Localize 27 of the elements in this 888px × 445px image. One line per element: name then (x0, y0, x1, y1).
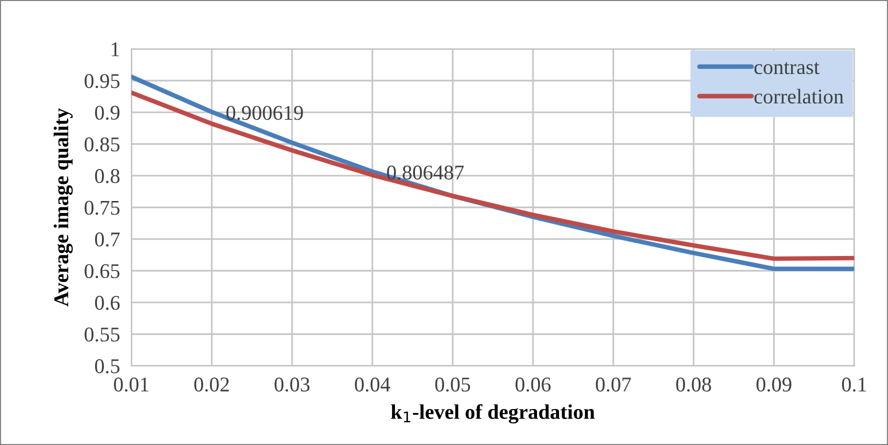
y-tick-label: 0.55 (84, 327, 120, 342)
y-tick-label: 0.6 (95, 296, 120, 310)
legend-label: contrast (754, 62, 820, 74)
y-tick-label: 0.9 (95, 106, 120, 120)
x-tick-label: 0.06 (516, 378, 551, 392)
x-tick-label: 0.08 (676, 378, 712, 392)
y-tick-label: 0.7 (95, 232, 120, 247)
x-tick-label: 0.07 (596, 378, 631, 392)
x-tick-label: 0.04 (354, 378, 390, 392)
y-axis-title: Average image quality (54, 108, 73, 306)
y-tick-label: 0.8 (95, 169, 120, 184)
x-tick-label: 0.02 (194, 378, 229, 392)
y-tick-label: 0.85 (84, 137, 120, 152)
x-tick-label: 0.01 (114, 378, 148, 392)
legend-label: correlation (754, 88, 844, 104)
y-tick-label: 0.75 (84, 200, 120, 215)
data-label: 0.806487 (387, 166, 464, 180)
x-tick-label: 0.09 (756, 378, 792, 392)
x-tick-label: 0.1 (842, 378, 866, 392)
x-tick-label: 0.05 (435, 378, 470, 392)
y-tick-label: 0.95 (84, 74, 120, 88)
y-tick-label: 0.5 (95, 359, 120, 374)
y-tick-label: 1 (112, 42, 120, 56)
y-tick-label: 0.65 (84, 264, 120, 278)
x-axis-title: k$_{1}$-level of degradation (391, 404, 595, 424)
x-tick-label: 0.03 (274, 378, 310, 392)
data-label: 0.900619 (226, 106, 303, 120)
